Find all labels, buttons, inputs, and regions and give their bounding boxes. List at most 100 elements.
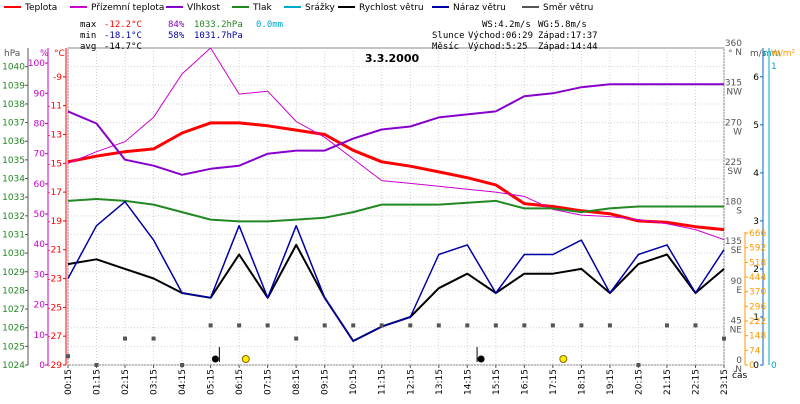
- wind-tick-label: 5: [753, 121, 759, 131]
- direction-tick-label: 180: [725, 198, 742, 208]
- legend-label: Vlhkost: [187, 3, 220, 13]
- wind-tick-label: 2: [753, 265, 759, 275]
- humidity-tick-label: 30: [34, 270, 46, 280]
- legend-label: Směr větru: [543, 3, 593, 13]
- x-tick-label: 19:15: [606, 369, 616, 395]
- solar-tick-label: 518: [749, 258, 766, 268]
- stats-min-hum: 58%: [168, 31, 185, 41]
- wind-direction-point: [66, 354, 70, 359]
- series-line-přízemní-teplota: [67, 47, 725, 241]
- solar-tick-label: 444: [749, 273, 766, 283]
- wind-direction-point: [351, 323, 356, 328]
- humidity-tick-label: 70: [34, 150, 46, 160]
- x-tick-label: 13:15: [435, 369, 445, 395]
- temperature-tick-label: -15: [47, 159, 62, 169]
- x-tick-label: 21:15: [663, 369, 673, 395]
- pressure-tick-label: 1034: [2, 175, 25, 185]
- direction-cardinal-label: E: [736, 286, 742, 296]
- wind-direction-point: [436, 323, 441, 328]
- wind-direction-point: [322, 323, 327, 328]
- wind-tick-label: 0: [753, 361, 759, 371]
- temperature-tick-label: -11: [47, 102, 62, 112]
- wind-direction-point: [493, 323, 498, 328]
- chart-title: 3.3.2000: [365, 52, 420, 65]
- sunrise-marker: [241, 355, 250, 363]
- humidity-tick-label: 90: [34, 89, 46, 99]
- rain-tick-label: 1: [771, 62, 777, 72]
- wind-direction-point: [465, 323, 470, 328]
- wind-direction-point: [379, 323, 384, 328]
- wind-tick-label: 1: [753, 313, 759, 323]
- wind-speed-stat: WS:4.2m/s: [482, 20, 531, 30]
- pressure-tick-label: 1029: [2, 268, 25, 278]
- moonrise-marker: [211, 355, 219, 363]
- rain-tick-label: 0: [771, 361, 777, 371]
- temperature-tick-label: -9: [53, 73, 62, 83]
- pressure-tick-label: 1027: [2, 305, 25, 315]
- astro-block: WS:4.2m/s WG:5.8m/s Slunce Východ:06:29 …: [432, 20, 598, 52]
- direction-cardinal-label: N: [735, 48, 742, 58]
- wind-direction-point: [607, 323, 612, 328]
- solar-tick-label: 222: [749, 317, 766, 327]
- sunset-marker: [559, 355, 568, 363]
- pressure-tick-label: 1026: [2, 324, 25, 334]
- direction-cardinal-label: W: [733, 127, 742, 137]
- direction-tick-label: 270: [725, 118, 742, 128]
- wind-direction-point: [294, 336, 299, 341]
- direction-axis-label: °: [728, 49, 733, 59]
- pressure-tick-label: 1038: [2, 100, 25, 110]
- wind-tick-label: 3: [753, 217, 759, 227]
- direction-tick-label: 315: [725, 79, 742, 89]
- x-tick-label: 09:15: [321, 369, 331, 395]
- sunrise-time: Východ:06:29: [468, 31, 533, 41]
- pressure-tick-label: 1030: [2, 249, 25, 259]
- direction-cardinal-label: SW: [727, 167, 742, 177]
- x-tick-label: 10:15: [349, 369, 359, 395]
- humidity-tick-label: 60: [34, 180, 46, 190]
- moonset-marker: [477, 355, 485, 363]
- wind-tick-label: 6: [753, 73, 759, 83]
- humidity-tick-label: 50: [34, 210, 46, 220]
- pressure-tick-label: 1028: [2, 286, 25, 296]
- legend-label: Srážky: [305, 3, 336, 13]
- x-axis-label: čas: [732, 370, 747, 381]
- legend-label: Tlak: [252, 3, 273, 13]
- axes: hPa1024102510261027102810291030103110321…: [2, 39, 795, 395]
- moon-label: Měsíc: [432, 42, 459, 52]
- x-tick-label: 22:15: [691, 369, 701, 395]
- wind-direction-point: [636, 363, 641, 367]
- wind-direction-point: [208, 323, 213, 328]
- direction-cardinal-label: N: [735, 365, 742, 375]
- humidity-tick-label: 20: [34, 301, 46, 311]
- wind-axis-label: m/s: [750, 49, 767, 59]
- pressure-tick-label: 1024: [2, 361, 25, 371]
- series-line-tlak: [67, 198, 724, 223]
- pressure-tick-label: 1036: [2, 137, 25, 147]
- moonrise-time: Východ:5:25: [468, 42, 528, 52]
- humidity-tick-label: 80: [34, 119, 46, 129]
- x-tick-label: 17:15: [549, 369, 559, 395]
- stats-min-label: min: [80, 31, 96, 41]
- direction-tick-label: 225: [725, 158, 742, 168]
- legend-label: Náraz větru: [453, 3, 506, 13]
- x-tick-label: 23:15: [720, 369, 730, 395]
- series-line-náraz-větru: [67, 200, 725, 342]
- direction-cardinal-label: NW: [726, 88, 742, 98]
- x-tick-label: 15:15: [492, 369, 502, 395]
- solar-tick-label: 0: [749, 361, 755, 371]
- pressure-tick-label: 1040: [2, 63, 25, 73]
- wind-direction-point: [722, 336, 726, 341]
- legend-label: Teplota: [24, 3, 57, 13]
- x-tick-label: 12:15: [406, 369, 416, 395]
- wind-direction-point: [265, 323, 270, 328]
- temperature-tick-label: -25: [47, 303, 62, 313]
- grid: [67, 47, 725, 366]
- stats-rain: 0.0mm: [256, 20, 283, 30]
- wind-direction-point: [123, 336, 128, 341]
- direction-tick-label: 45: [731, 316, 742, 326]
- x-tick-label: 04:15: [178, 369, 188, 395]
- direction-tick-label: 135: [725, 237, 742, 247]
- temperature-tick-label: -19: [47, 217, 62, 227]
- direction-tick-label: 0: [736, 356, 742, 366]
